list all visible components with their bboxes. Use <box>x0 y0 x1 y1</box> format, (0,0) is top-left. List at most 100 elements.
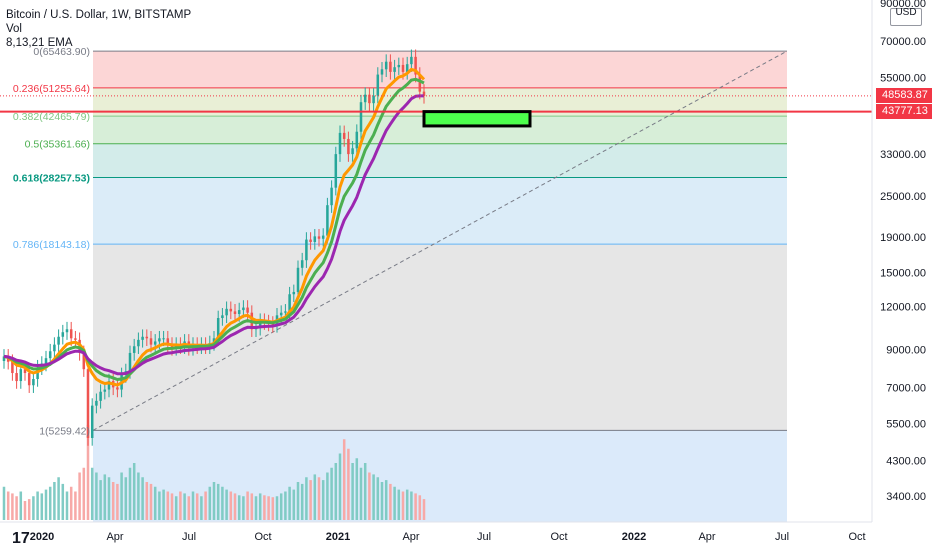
volume-bar <box>313 474 317 520</box>
volume-bar <box>372 474 375 520</box>
volume-bar <box>137 472 140 520</box>
candle-body <box>103 389 107 392</box>
volume-bar <box>86 425 90 520</box>
candle-body <box>153 341 157 345</box>
volume-bar <box>69 486 73 520</box>
volume-bar <box>149 483 153 520</box>
fib-band <box>93 177 787 245</box>
fib-band <box>93 143 787 178</box>
ema-label: 8,13,21 EMA <box>6 37 73 49</box>
volume-bar <box>212 482 216 520</box>
volume-bar <box>321 480 325 520</box>
candle-body <box>229 308 233 312</box>
candle-body <box>355 131 359 149</box>
volume-bar <box>90 467 94 520</box>
candle-body <box>237 310 241 315</box>
volume-bar <box>187 496 191 520</box>
volume-bar <box>61 483 65 520</box>
fib-label: 0.618(28257.53) <box>13 172 90 184</box>
volume-bar <box>410 491 413 520</box>
volume-bar <box>275 496 279 520</box>
candle-body <box>342 132 346 139</box>
candle-body <box>359 102 363 132</box>
price-tick-label: 15000.00 <box>880 268 926 280</box>
time-axis: 2020 Apr Jul Oct 2021 Apr Jul Oct 2022 Apr Jul Oct <box>0 521 932 550</box>
candle-body <box>418 74 422 92</box>
fib-bands <box>93 51 787 522</box>
candle-body <box>166 338 170 345</box>
candle-body <box>48 351 52 359</box>
volume-bar <box>65 491 69 520</box>
time-tick-label: Apr <box>106 531 123 543</box>
volume-bar <box>82 467 86 520</box>
currency-badge[interactable]: USD <box>890 8 922 26</box>
fib-label: 0(65463.90) <box>33 46 90 58</box>
ema-lines <box>3 67 426 387</box>
candle-body <box>258 320 262 328</box>
volume-bar <box>78 472 81 520</box>
candle-body <box>384 61 388 70</box>
price-tick-label: 19000.00 <box>880 232 926 244</box>
candle-body <box>288 294 291 312</box>
volume-bar <box>359 467 363 520</box>
candle-body <box>363 94 367 103</box>
volume-bar <box>116 483 119 520</box>
volume-bar <box>170 493 174 520</box>
candle-body <box>410 56 413 65</box>
volume-bar <box>200 496 203 520</box>
volume-bar <box>389 483 392 520</box>
volume-bar <box>292 489 296 520</box>
volume-bar <box>124 477 128 520</box>
price-tick-label: 3400.00 <box>886 491 926 503</box>
time-tick-label: Jul <box>182 531 196 543</box>
candle-body <box>132 346 136 353</box>
volume-bar <box>384 480 388 520</box>
candle-body <box>158 338 161 342</box>
candle-body <box>351 148 354 155</box>
time-tick-label: Apr <box>402 531 419 543</box>
volume-bar <box>174 496 178 520</box>
candle-body <box>116 387 119 390</box>
price-tick-label: 7000.00 <box>886 382 926 394</box>
fib-labels: 0(65463.90) 0.236(51255.64) 0.382(42465.79… <box>13 46 90 437</box>
volume-bar <box>216 483 220 520</box>
candle-body <box>334 154 338 188</box>
volume-bar <box>263 495 266 520</box>
volume-bar <box>23 501 27 520</box>
volume-bar <box>330 467 333 520</box>
chart-legend: Bitcoin / U.S. Dollar, 1W, BITSTAMP Vol … <box>6 8 191 50</box>
13-ema-line <box>3 77 425 381</box>
volume-bar <box>279 493 283 520</box>
volume-bar <box>145 482 149 520</box>
candle-body <box>347 138 350 155</box>
candle-body <box>11 361 14 374</box>
volume-bar <box>6 491 10 520</box>
volume-bar <box>221 486 224 520</box>
volume-bar <box>422 499 426 520</box>
candle-body <box>74 338 77 340</box>
candle-body <box>15 373 18 382</box>
volume-bar <box>48 486 52 520</box>
volume-bar <box>380 482 384 520</box>
candle-body <box>242 307 245 311</box>
candle-body <box>149 338 153 345</box>
level-price-tag: 43777.13 <box>876 104 932 120</box>
time-tick-label: Oct <box>848 531 865 543</box>
volume-bar <box>44 489 48 520</box>
fib-label: 0.786(18143.18) <box>13 239 90 251</box>
price-tick-label: 25000.00 <box>880 191 926 203</box>
volume-bar <box>351 463 354 520</box>
candle-body <box>32 379 35 386</box>
candle-body <box>53 344 56 352</box>
candle-body <box>246 307 249 313</box>
volume-bar <box>162 489 165 520</box>
candle-body <box>414 56 417 75</box>
volume-bar <box>401 491 405 520</box>
price-tick-label: 4300.00 <box>886 456 926 468</box>
price-tick-label: 70000.00 <box>880 36 926 48</box>
volume-bar <box>405 489 409 520</box>
fib-band <box>93 51 787 88</box>
volume-bar <box>334 463 338 520</box>
volume-bar <box>53 482 56 520</box>
